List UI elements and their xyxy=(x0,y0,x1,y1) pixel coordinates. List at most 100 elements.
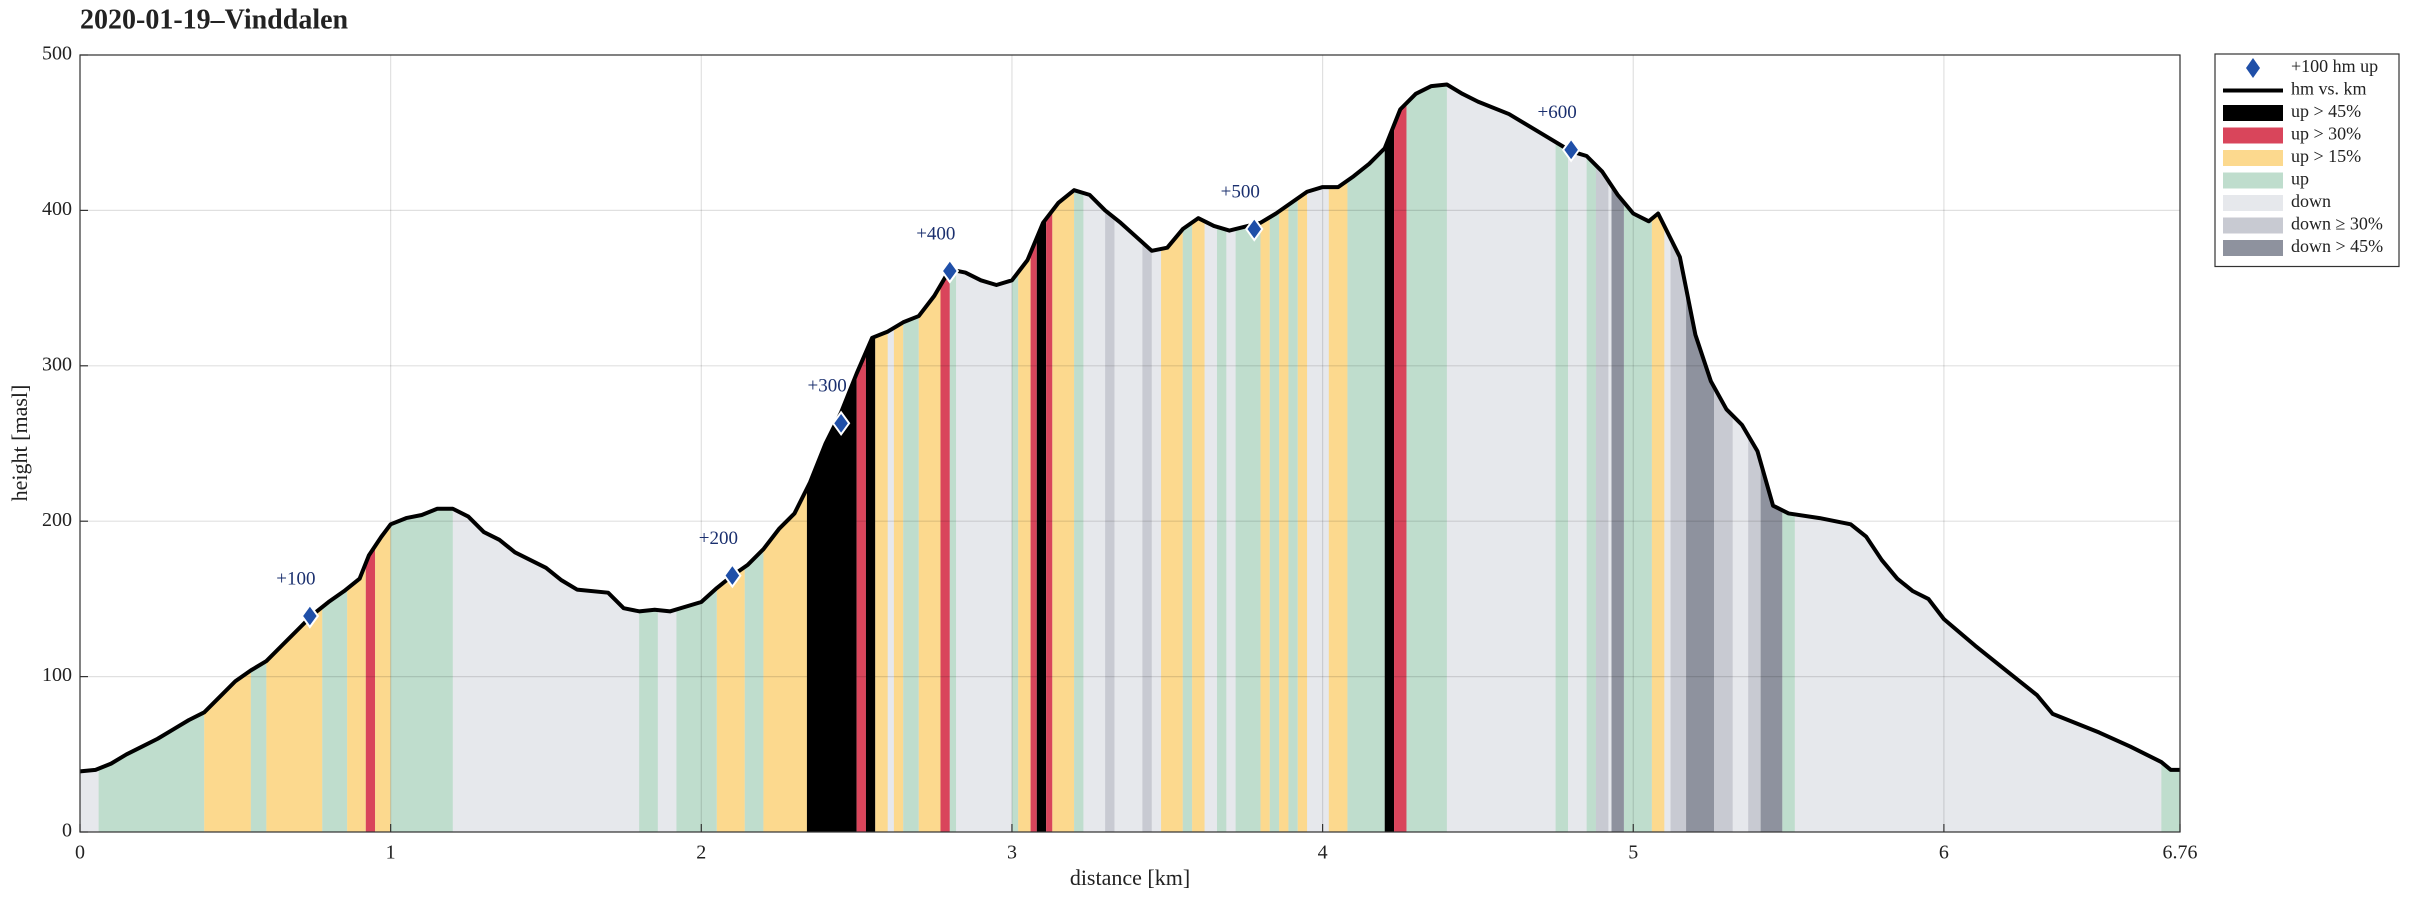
slope-segment xyxy=(1670,84,1687,832)
slope-segment xyxy=(903,84,919,832)
x-tick-label: 3 xyxy=(1007,842,1017,864)
slope-segment xyxy=(806,84,857,832)
slope-segment xyxy=(1036,84,1047,832)
legend-swatch xyxy=(2223,127,2283,144)
x-axis-label: distance [km] xyxy=(1070,865,1190,890)
slope-segment xyxy=(1260,84,1270,832)
y-tick-label: 300 xyxy=(42,353,72,375)
legend-label: up > 30% xyxy=(2291,124,2361,144)
slope-segment xyxy=(1714,84,1733,832)
slope-segment xyxy=(1623,84,1652,832)
legend-label: up xyxy=(2291,169,2309,189)
legend-marker xyxy=(2246,58,2260,78)
legend-label: down ≥ 30% xyxy=(2291,214,2383,234)
slope-segment xyxy=(1760,84,1783,832)
slope-segment xyxy=(375,84,391,832)
legend-label: down xyxy=(2291,191,2331,211)
legend-label: +100 hm up xyxy=(2291,56,2378,76)
climb-marker xyxy=(1561,137,1581,163)
slope-segment xyxy=(856,84,866,832)
climb-marker xyxy=(300,603,320,629)
x-tick-label: 2 xyxy=(696,842,706,864)
slope-segment xyxy=(1384,84,1395,832)
legend-label: down > 45% xyxy=(2291,236,2383,256)
legend-swatch xyxy=(2223,217,2283,234)
slope-segment xyxy=(204,84,251,832)
slope-segment xyxy=(763,84,807,832)
marker-label: +600 xyxy=(1538,102,1577,123)
legend-label: hm vs. km xyxy=(2291,79,2367,99)
slope-segment xyxy=(744,84,764,832)
slope-segment xyxy=(1269,84,1280,832)
slope-segment xyxy=(1052,84,1075,832)
slope-segment xyxy=(639,84,658,832)
profile-line xyxy=(79,82,2180,774)
marker-label: +200 xyxy=(699,528,738,549)
slope-segment xyxy=(1394,84,1407,832)
slope-segment xyxy=(322,84,348,832)
slope-segment xyxy=(949,84,957,832)
slope-segment xyxy=(1555,84,1569,832)
legend-swatch xyxy=(2223,150,2283,166)
chart-title: 2020-01-19–Vinddalen xyxy=(80,4,349,35)
slope-segment xyxy=(1595,84,1609,832)
slope-segment xyxy=(1406,84,1447,832)
marker-label: +300 xyxy=(807,376,846,397)
slope-segment xyxy=(1105,84,1115,832)
slope-segment xyxy=(1142,84,1152,832)
legend-label: up > 45% xyxy=(2291,101,2361,121)
legend-swatch xyxy=(2223,240,2283,256)
slope-segment xyxy=(347,84,366,832)
plot-frame xyxy=(79,54,2181,833)
slope-segment xyxy=(1192,84,1205,832)
climb-marker xyxy=(940,258,960,284)
slope-segment xyxy=(1182,84,1193,832)
slope-segment xyxy=(250,84,267,832)
slope-segment xyxy=(1297,84,1308,832)
slope-segment xyxy=(1046,84,1053,832)
x-tick-label: 4 xyxy=(1318,842,1328,864)
x-tick-label: 6 xyxy=(1939,842,1949,864)
y-tick-label: 100 xyxy=(42,664,72,686)
slope-segment xyxy=(1651,84,1665,832)
legend-swatch xyxy=(2223,195,2283,211)
slope-segment xyxy=(390,84,453,832)
slope-segment xyxy=(1161,84,1183,832)
slope-segment xyxy=(266,84,323,832)
slope-segment xyxy=(1011,84,1019,832)
slope-segment xyxy=(365,84,376,832)
slope-segment xyxy=(2161,84,2180,832)
slope-segment xyxy=(1018,84,1031,832)
climb-marker xyxy=(1245,216,1264,242)
legend-swatch xyxy=(2223,105,2283,121)
climb-marker xyxy=(831,410,851,436)
slope-segment xyxy=(1279,84,1289,832)
slope-segment xyxy=(893,84,904,832)
slope-segment xyxy=(918,84,941,832)
slope-segment xyxy=(716,84,745,832)
y-tick-label: 0 xyxy=(62,820,72,842)
slope-segment xyxy=(1347,84,1385,832)
x-tick-label: 1 xyxy=(386,842,396,864)
legend-label: up > 15% xyxy=(2291,146,2361,166)
y-tick-label: 500 xyxy=(42,43,72,65)
slope-segment xyxy=(98,84,205,832)
marker-label: +400 xyxy=(916,223,955,244)
slope-segment xyxy=(1074,84,1084,832)
slope-segment xyxy=(940,84,950,832)
slope-segment xyxy=(875,84,888,832)
slope-segment xyxy=(1288,84,1298,832)
x-tick-label: 6.76 xyxy=(2163,842,2198,864)
slope-segment xyxy=(1216,84,1227,832)
x-tick-label: 5 xyxy=(1628,842,1638,864)
x-tick-label: 0 xyxy=(75,842,85,864)
slope-segment xyxy=(1686,84,1715,832)
slope-segment xyxy=(1586,84,1596,832)
climb-marker xyxy=(723,562,742,589)
y-tick-label: 400 xyxy=(42,198,72,220)
marker-label: +100 xyxy=(276,568,315,589)
slope-segment xyxy=(1030,84,1037,832)
y-tick-label: 200 xyxy=(42,509,72,531)
y-axis-label: height [masl] xyxy=(7,385,32,502)
